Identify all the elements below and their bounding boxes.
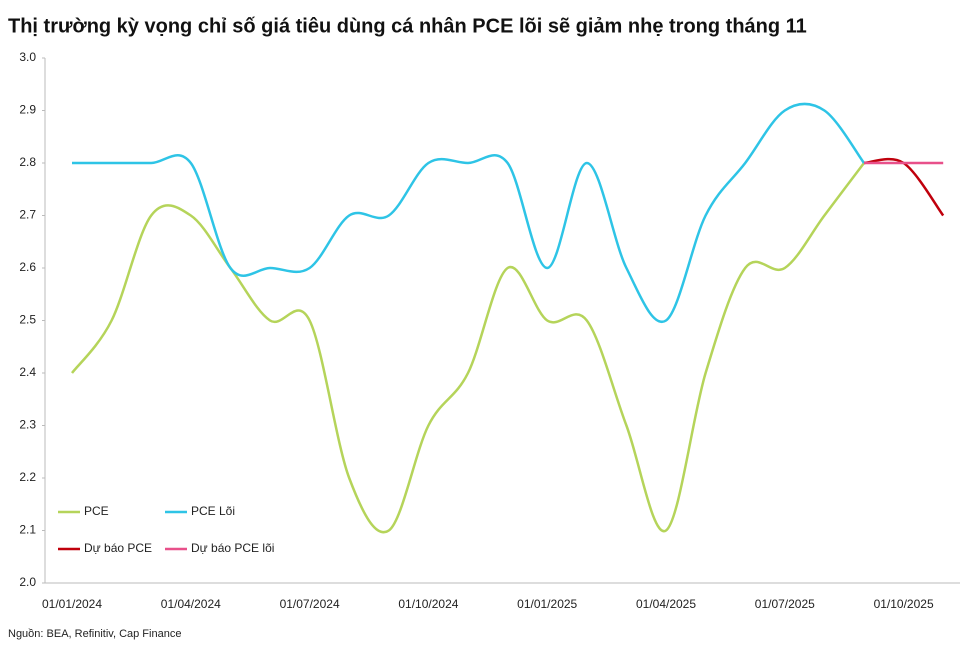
x-tick-label: 01/04/2025: [636, 597, 696, 611]
chart-title: Thị trường kỳ vọng chỉ số giá tiêu dùng …: [8, 15, 807, 37]
legend-label: PCE Lõi: [191, 504, 235, 518]
x-tick-label: 01/07/2025: [755, 597, 815, 611]
y-tick-label: 2.6: [19, 260, 36, 274]
y-tick-label: 2.4: [19, 365, 36, 379]
source: Nguồn: BEA, Refinitiv, Cap Finance: [8, 628, 181, 640]
y-tick-label: 2.7: [19, 208, 36, 222]
legend-label: Dự báo PCE: [84, 541, 152, 555]
y-tick-label: 2.3: [19, 418, 36, 432]
y-tick-label: 2.9: [19, 103, 36, 117]
y-tick-label: 2.8: [19, 155, 36, 169]
series-line: [72, 102, 866, 324]
y-tick-label: 2.0: [19, 575, 36, 589]
y-tick-label: 2.5: [19, 313, 36, 327]
legend-label: Dự báo PCE lõi: [191, 541, 274, 555]
legend-label: PCE: [84, 504, 109, 518]
y-tick-label: 2.2: [19, 470, 36, 484]
y-tick-label: 3.0: [19, 50, 36, 64]
x-tick-label: 01/01/2025: [517, 597, 577, 611]
y-tick-label: 2.1: [19, 523, 36, 537]
series-line: [863, 157, 945, 217]
x-tick-label: 01/01/2024: [42, 597, 102, 611]
x-tick-label: 01/10/2025: [874, 597, 934, 611]
x-tick-label: 01/07/2024: [280, 597, 340, 611]
x-tick-label: 01/04/2024: [161, 597, 221, 611]
x-tick-label: 01/10/2024: [398, 597, 458, 611]
series-line: [71, 162, 865, 534]
